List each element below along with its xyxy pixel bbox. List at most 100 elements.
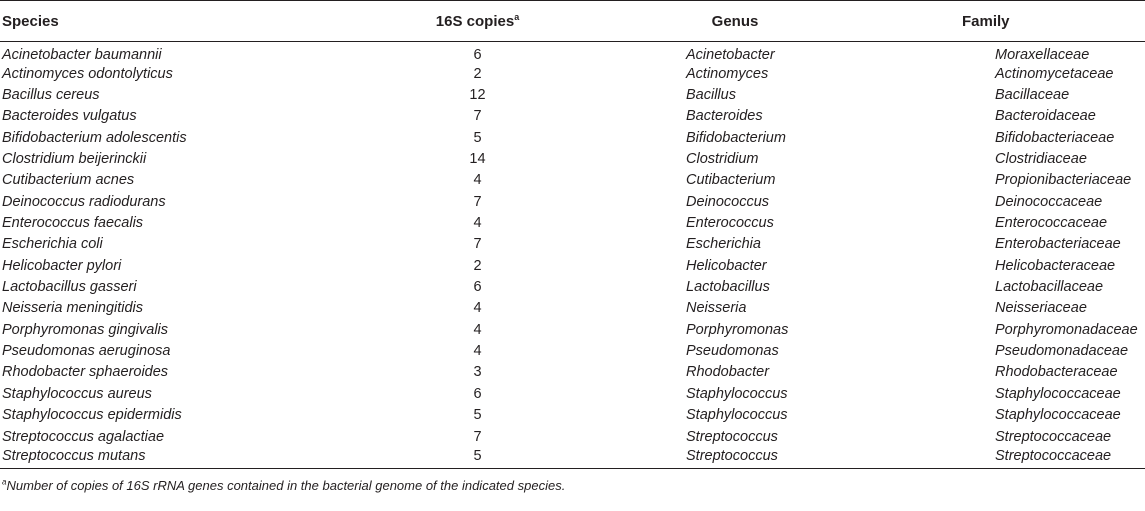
family-cell: Rhodobacteraceae [995,364,1118,381]
header-species-label: Species [2,12,59,30]
copies-cell: 14 [469,151,486,168]
species-cell: Actinomyces odontolyticus [2,65,173,82]
copies-cell: 5 [473,129,482,146]
species-cell: Lactobacillus gasseri [2,279,137,296]
footnote-text: Number of copies of 16S rRNA genes conta… [6,478,566,494]
family-cell: Enterococcaceae [995,215,1108,232]
copies-cell: 3 [473,364,482,381]
species-table: Species 16S copiesa Genus Family Acineto… [0,0,1145,470]
table-row: Enterococcus faecalis 4 Enterococcus Entero… [0,212,1145,233]
genus-cell: Porphyromonas [686,321,789,338]
table-row: Acinetobacter baumannii 6 Acinetobacter Mor… [0,42,1145,63]
table-row: Actinomyces odontolyticus 2 Actinomyces Act… [0,63,1145,84]
species-cell: Rhodobacter sphaeroides [2,364,169,381]
family-cell: Staphylococcaceae [995,385,1121,402]
table-row: Neisseria meningitidis 4 Neisseria Neisseri… [0,298,1145,319]
table-row: Bacillus cereus 12 Bacillus Bacillaceae [0,84,1145,105]
genus-cell: Helicobacter [686,257,767,274]
copies-cell: 4 [473,343,482,360]
copies-cell: 6 [473,47,482,63]
species-cell: Neisseria meningitidis [2,300,144,317]
table-row: Deinococcus radiodurans 7 Deinococcus Deino… [0,191,1145,212]
family-cell: Streptococcaceae [995,428,1112,445]
table-row: Bacteroides vulgatus 7 Bacteroides Bacteroi… [0,106,1145,127]
species-cell: Bacillus cereus [2,87,100,104]
genus-cell: Staphylococcus [686,385,788,402]
family-cell: Lactobacillaceae [995,279,1104,296]
genus-cell: Pseudomonas [686,343,779,360]
family-cell: Bacillaceae [995,87,1070,104]
header-copies-label: 16S copies [435,12,515,30]
species-cell: Acinetobacter baumannii [2,47,162,63]
genus-cell: Rhodobacter [686,364,770,381]
table-row: Streptococcus mutans 5 Streptococcus Strept… [0,447,1145,470]
copies-cell: 4 [473,215,482,232]
family-cell: Porphyromonadaceae [995,321,1138,338]
table-row: Cutibacterium acnes 4 Cutibacterium Propion… [0,170,1145,191]
table-row: Helicobacter pylori 2 Helicobacter Helicoba… [0,255,1145,276]
copies-cell: 6 [473,279,482,296]
genus-cell: Acinetobacter [686,47,775,63]
table-row: Staphylococcus epidermidis 5 Staphylococcu… [0,405,1145,426]
table-row: Streptococcus agalactiae 7 Streptococcus St… [0,426,1145,447]
table-row: Clostridium beijerinckii 14 Clostridium Clo… [0,148,1145,169]
species-cell: Pseudomonas aeruginosa [2,343,171,360]
family-cell: Enterobacteriaceae [995,236,1121,253]
genus-cell: Streptococcus [686,428,778,445]
species-cell: Bifidobacterium adolescentis [2,129,187,146]
footnote-marker: a [2,477,7,487]
copies-cell: 5 [473,407,482,424]
table-header: Species 16S copiesa Genus Family [0,0,1145,42]
copies-cell: 4 [473,172,482,189]
genus-cell: Actinomyces [686,65,769,82]
genus-cell: Lactobacillus [686,279,770,296]
header-family-label: Family [962,12,1010,30]
family-cell: Pseudomonadaceae [995,343,1129,360]
table-row: Staphylococcus aureus 6 Staphylococcus Stap… [0,383,1145,404]
genus-cell: Bacteroides [686,108,763,125]
family-cell: Staphylococcaceae [995,407,1121,424]
family-cell: Deinococcaceae [995,193,1103,210]
table-row: Lactobacillus gasseri 6 Lactobacillus Lacto… [0,276,1145,297]
copies-cell: 7 [473,428,482,445]
table-row: Bifidobacterium adolescentis 5 Bifidobacte… [0,127,1145,148]
header-row: Species 16S copiesa Genus Family [0,0,1145,42]
table-footnote: aNumber of copies of 16S rRNA genes cont… [0,478,1145,493]
species-cell: Bacteroides vulgatus [2,108,137,125]
copies-cell: 4 [473,300,482,317]
genus-cell: Streptococcus [580,447,890,470]
copies-cell: 7 [473,236,482,253]
family-cell: Bifidobacteriaceae [995,129,1115,146]
table-body: Acinetobacter baumannii 6 Acinetobacter Mor… [0,42,1145,470]
genus-cell: Neisseria [686,300,747,317]
species-cell: Streptococcus mutans [0,447,335,470]
family-cell: Bacteroidaceae [995,108,1096,125]
table-row: Pseudomonas aeruginosa 4 Pseudomonas Pseudo… [0,340,1145,361]
genus-cell: Clostridium [686,151,759,168]
copies-cell: 5 [335,447,580,470]
family-cell: Clostridiaceae [995,151,1087,168]
copies-cell: 2 [473,65,482,82]
species-cell: Clostridium beijerinckii [2,151,147,168]
header-genus-label: Genus [711,12,759,30]
genus-cell: Staphylococcus [686,407,788,424]
genus-cell: Escherichia [686,236,761,253]
species-cell: Deinococcus radiodurans [2,193,166,210]
species-cell: Escherichia coli [2,236,103,253]
copies-cell: 7 [473,108,482,125]
species-cell: Staphylococcus aureus [2,385,152,402]
genus-cell: Bacillus [686,87,736,104]
family-cell: Streptococcaceae [890,447,1145,470]
table-row: Porphyromonas gingivalis 4 Porphyromonas Po… [0,319,1145,340]
copies-cell: 12 [469,87,486,104]
column-header-genus: Genus [580,0,890,42]
genus-cell: Bifidobacterium [686,129,786,146]
species-cell: Porphyromonas gingivalis [2,321,169,338]
genus-cell: Cutibacterium [686,172,776,189]
copies-cell: 6 [473,385,482,402]
column-header-family: Family [890,0,1145,42]
footnote-marker: a [514,11,520,22]
family-cell: Moraxellaceae [995,47,1090,63]
table-row: Escherichia coli 7 Escherichia Enterobacter… [0,234,1145,255]
copies-cell: 2 [473,257,482,274]
